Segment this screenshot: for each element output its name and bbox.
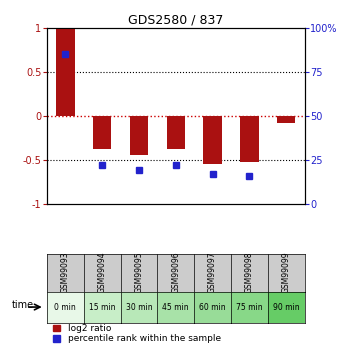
Bar — [93, 116, 111, 149]
Text: 45 min: 45 min — [163, 303, 189, 312]
Text: 75 min: 75 min — [236, 303, 263, 312]
Bar — [130, 116, 148, 155]
Text: 30 min: 30 min — [126, 303, 152, 312]
Text: GSM99096: GSM99096 — [171, 252, 180, 293]
Legend: log2 ratio, percentile rank within the sample: log2 ratio, percentile rank within the s… — [53, 324, 221, 344]
Text: 60 min: 60 min — [199, 303, 226, 312]
Bar — [56, 28, 74, 116]
Text: GSM99094: GSM99094 — [98, 252, 107, 293]
Bar — [277, 116, 295, 123]
Text: 90 min: 90 min — [273, 303, 299, 312]
Text: GSM99093: GSM99093 — [61, 252, 70, 293]
Text: GSM99097: GSM99097 — [208, 252, 217, 293]
Bar — [203, 116, 222, 164]
Text: GSM99098: GSM99098 — [245, 252, 254, 293]
Text: GSM99095: GSM99095 — [134, 252, 143, 293]
Bar — [167, 116, 185, 149]
Text: 15 min: 15 min — [89, 303, 116, 312]
Title: GDS2580 / 837: GDS2580 / 837 — [128, 13, 223, 27]
Text: 0 min: 0 min — [55, 303, 76, 312]
Text: time: time — [12, 300, 34, 310]
Bar — [240, 116, 259, 161]
Text: GSM99099: GSM99099 — [282, 252, 291, 293]
